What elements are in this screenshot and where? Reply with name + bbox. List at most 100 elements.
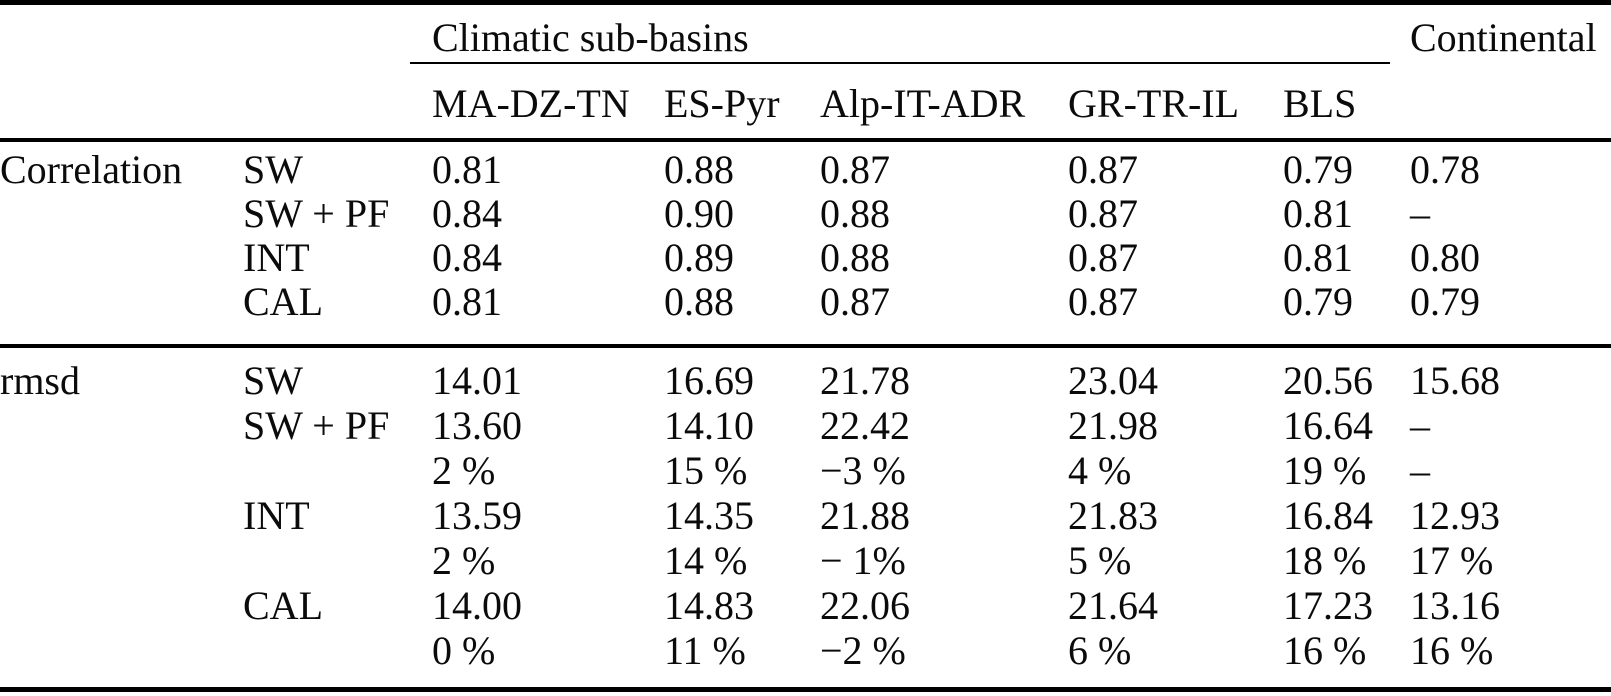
value-cell: 4 %	[1068, 448, 1132, 493]
value-cell: 16.84	[1283, 493, 1373, 538]
value-cell: 0.80	[1410, 235, 1480, 280]
value-cell: –	[1410, 191, 1430, 236]
experiment-label: CAL	[243, 279, 323, 324]
table-row: rmsd SW 14.01 16.69 21.78 23.04 20.56 15…	[0, 343, 1611, 403]
table-row-percent: 2 % 14 % − 1% 5 % 18 % 17 %	[0, 538, 1611, 583]
column-header-bls: BLS	[1283, 81, 1357, 126]
value-cell: −3 %	[820, 448, 906, 493]
table-row: INT 13.59 14.35 21.88 21.83 16.84 12.93	[0, 493, 1611, 538]
rmsd-section: rmsd SW 14.01 16.69 21.78 23.04 20.56 15…	[0, 343, 1611, 689]
value-cell: 0.87	[1068, 235, 1138, 280]
column-header-es-pyr: ES-Pyr	[664, 81, 780, 126]
table-row: SW + PF 13.60 14.10 22.42 21.98 16.64 –	[0, 403, 1611, 448]
group-header-rule	[410, 62, 1390, 64]
value-cell: 0.81	[1283, 191, 1353, 236]
value-cell: 12.93	[1410, 493, 1500, 538]
table-bottom-rule	[0, 687, 1611, 692]
value-cell: 0.81	[1283, 235, 1353, 280]
table-row: INT 0.84 0.89 0.88 0.87 0.81 0.80	[0, 236, 1611, 280]
table-row: SW + PF 0.84 0.90 0.88 0.87 0.81 –	[0, 192, 1611, 236]
value-cell: 0.87	[1068, 147, 1138, 192]
value-cell: 0.88	[820, 191, 890, 236]
value-cell: −2 %	[820, 628, 906, 673]
value-cell: 0.79	[1410, 279, 1480, 324]
column-header-ma-dz-tn: MA-DZ-TN	[432, 81, 630, 126]
value-cell: 14.10	[664, 403, 754, 448]
value-cell: − 1%	[820, 538, 906, 583]
group-header-row: Climatic sub-basins Continental	[0, 7, 1611, 67]
value-cell: 0.81	[432, 147, 502, 192]
experiment-label: SW	[243, 358, 303, 403]
experiment-label: SW + PF	[243, 191, 390, 236]
value-cell: 0.89	[664, 235, 734, 280]
group-header-climatic-sub-basins: Climatic sub-basins	[432, 14, 749, 60]
value-cell: 0.79	[1283, 147, 1353, 192]
value-cell: 16.69	[664, 358, 754, 403]
experiment-label: CAL	[243, 583, 323, 628]
table-row: CAL 14.00 14.83 22.06 21.64 17.23 13.16	[0, 583, 1611, 628]
experiment-label: SW	[243, 147, 303, 192]
value-cell: 0.87	[1068, 279, 1138, 324]
table-top-rule	[0, 0, 1611, 5]
value-cell: 19 %	[1283, 448, 1367, 493]
value-cell: 0.87	[1068, 191, 1138, 236]
statistics-table: Climatic sub-basins Continental MA-DZ-TN…	[0, 7, 1611, 689]
value-cell: 2 %	[432, 538, 496, 583]
value-cell: 0.78	[1410, 147, 1480, 192]
value-cell: 0.79	[1283, 279, 1353, 324]
value-cell: 20.56	[1283, 358, 1373, 403]
value-cell: 22.42	[820, 403, 910, 448]
value-cell: 13.60	[432, 403, 522, 448]
value-cell: 21.88	[820, 493, 910, 538]
value-cell: 22.06	[820, 583, 910, 628]
header-bottom-rule	[0, 138, 1611, 142]
value-cell: 17 %	[1410, 538, 1494, 583]
experiment-label: INT	[243, 235, 310, 280]
column-header-gr-tr-il: GR-TR-IL	[1068, 81, 1240, 126]
value-cell: 23.04	[1068, 358, 1158, 403]
value-cell: 21.98	[1068, 403, 1158, 448]
column-header-alp-it-adr: Alp-IT-ADR	[820, 81, 1026, 126]
value-cell: 11 %	[664, 628, 746, 673]
value-cell: 21.64	[1068, 583, 1158, 628]
value-cell: 16 %	[1283, 628, 1367, 673]
experiment-label	[243, 538, 432, 583]
value-cell: 0.88	[664, 279, 734, 324]
value-cell: 16 %	[1410, 628, 1494, 673]
correlation-section: Correlation SW 0.81 0.88 0.87 0.87 0.79 …	[0, 140, 1611, 343]
table-row-percent: 0 % 11 % −2 % 6 % 16 % 16 %	[0, 628, 1611, 689]
value-cell: –	[1410, 448, 1430, 493]
metric-label: rmsd	[0, 358, 80, 403]
value-cell: 0.88	[664, 147, 734, 192]
experiment-label	[243, 628, 432, 689]
experiment-label: INT	[243, 493, 310, 538]
column-header-continental: Continental	[1410, 14, 1597, 60]
value-cell: 15.68	[1410, 358, 1500, 403]
value-cell: 0.87	[820, 279, 890, 324]
table-row: CAL 0.81 0.88 0.87 0.87 0.79 0.79	[0, 280, 1611, 343]
section-divider-rule	[0, 344, 1611, 348]
table-row-percent: 2 % 15 % −3 % 4 % 19 % –	[0, 448, 1611, 493]
value-cell: 14 %	[664, 538, 748, 583]
metric-label: Correlation	[0, 147, 183, 192]
value-cell: 0.87	[820, 147, 890, 192]
value-cell: 21.83	[1068, 493, 1158, 538]
table-row: Correlation SW 0.81 0.88 0.87 0.87 0.79 …	[0, 140, 1611, 192]
column-header-row: MA-DZ-TN ES-Pyr Alp-IT-ADR GR-TR-IL BLS	[0, 67, 1611, 140]
value-cell: 0 %	[432, 628, 496, 673]
value-cell: 13.59	[432, 493, 522, 538]
value-cell: 14.01	[432, 358, 522, 403]
value-cell: –	[1410, 403, 1430, 448]
value-cell: 5 %	[1068, 538, 1132, 583]
value-cell: 17.23	[1283, 583, 1373, 628]
value-cell: 13.16	[1410, 583, 1500, 628]
value-cell: 14.83	[664, 583, 754, 628]
value-cell: 14.35	[664, 493, 754, 538]
value-cell: 0.84	[432, 191, 502, 236]
value-cell: 0.90	[664, 191, 734, 236]
value-cell: 6 %	[1068, 628, 1132, 673]
value-cell: 15 %	[664, 448, 748, 493]
value-cell: 0.84	[432, 235, 502, 280]
value-cell: 2 %	[432, 448, 496, 493]
